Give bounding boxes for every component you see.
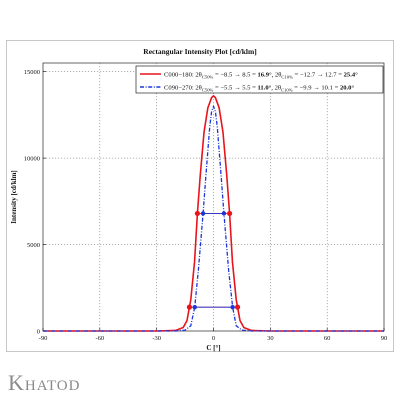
series-layer [43,95,384,332]
series-line-C000-180 [43,95,384,332]
legend-entry: C000−180: 2θC50% = −8.5 → 8.5 = 16.9°, 2… [164,71,358,79]
brand-logo: Khatod [8,370,81,395]
series-line-C090-270 [43,105,384,332]
data-point-marker [227,210,233,217]
legend-entry: C090−270: 2θC50% = −5.5 → 5.5 = 11.0°, 2… [164,84,354,92]
x-tick-label: 30 [267,335,274,342]
y-tick-label: 5000 [27,242,40,249]
y-tick-label: 15000 [24,69,40,76]
data-point-marker [186,304,193,310]
x-tick-label: 60 [324,335,331,342]
data-point-marker [200,211,206,216]
intensity-chart: Rectangular Intensity Plot [cd/klm] -90 -… [10,47,388,352]
legend: C000−180: 2θC50% = −8.5 → 8.5 = 16.9°, 2… [135,65,384,94]
y-tick-label: 0 [37,328,40,335]
data-point-marker [221,211,227,216]
data-point-marker [234,304,241,310]
data-point-marker [194,210,200,217]
x-tick-label: -30 [152,335,161,342]
x-tick-label: -60 [95,335,104,342]
data-point-marker [192,304,197,310]
x-axis-label: C [°] [206,344,220,352]
legend-box [135,65,384,94]
chart-frame: Rectangular Intensity Plot [cd/klm] -90 -… [6,40,394,352]
chart-title: Rectangular Intensity Plot [cd/klm] [143,47,256,56]
data-point-marker [230,304,235,310]
y-axis-label: Intensity [cd/klm] [10,170,18,223]
x-tick-label: 0 [212,335,215,342]
x-tick-label: 90 [381,335,388,342]
x-tick-label: -90 [39,335,48,342]
y-tick-label: 10000 [24,155,40,162]
